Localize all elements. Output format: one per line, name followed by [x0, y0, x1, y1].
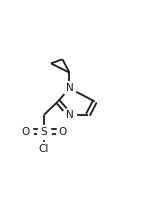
- Text: O: O: [58, 127, 67, 136]
- Text: O: O: [21, 127, 30, 136]
- Text: S: S: [41, 127, 47, 136]
- Text: N: N: [66, 110, 73, 120]
- Text: N: N: [66, 83, 73, 93]
- Text: Cl: Cl: [39, 145, 49, 155]
